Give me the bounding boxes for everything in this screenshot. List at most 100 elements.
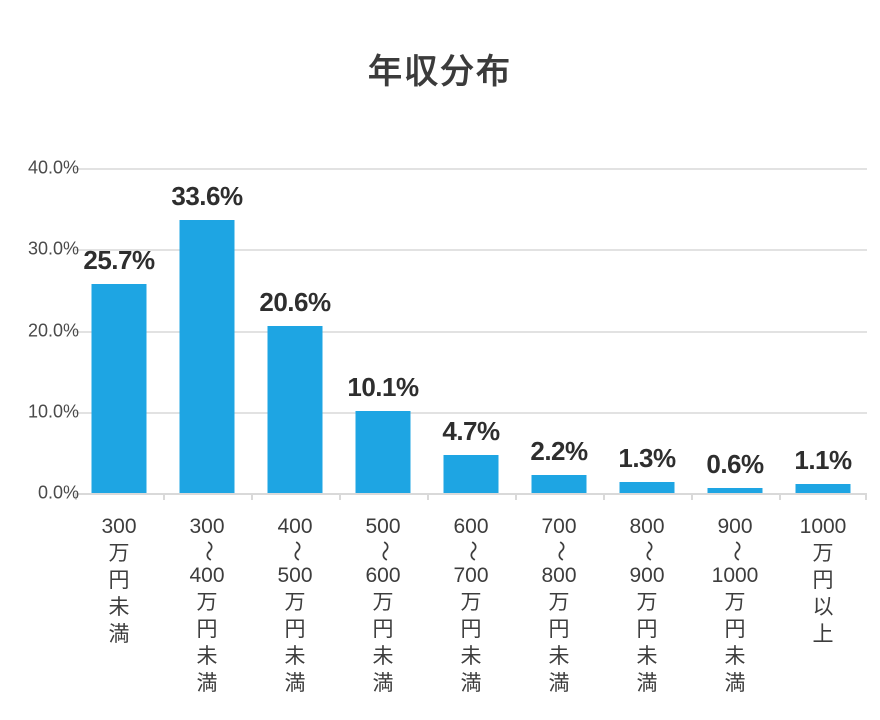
- tilde-separator: 〜: [284, 540, 307, 562]
- category-label-line: 円: [548, 618, 570, 641]
- x-axis-line: [75, 493, 867, 495]
- category-label-line: 円: [724, 618, 746, 641]
- bar-value-label: 33.6%: [171, 181, 243, 211]
- category-label-line: 未: [636, 645, 658, 668]
- x-axis-tick: [603, 493, 605, 500]
- category-label-line: 300: [189, 515, 225, 538]
- tilde-separator: 〜: [460, 540, 483, 562]
- category-label-line: 900: [629, 564, 665, 587]
- y-axis-tick-label: 0.0%: [37, 482, 79, 503]
- gridline: [75, 411, 867, 414]
- x-axis-tick: [779, 493, 781, 500]
- category-label-line: 上: [812, 623, 834, 646]
- x-axis-category-label: 1000 万円以上: [779, 513, 867, 648]
- tilde-separator: 〜: [372, 540, 395, 562]
- category-label-line: 円: [284, 618, 306, 641]
- category-label-line: 満: [108, 623, 130, 646]
- bar-800〜900万円未満: [619, 482, 675, 493]
- bar-300万円未満: [91, 284, 147, 493]
- category-label-line: 600: [453, 515, 489, 538]
- gridline: [75, 249, 867, 252]
- category-label-line: 800: [629, 515, 665, 538]
- category-label-line: 800: [541, 564, 577, 587]
- category-label-line: 600: [365, 564, 401, 587]
- category-label-line: 未: [284, 645, 306, 668]
- x-axis-tick: [691, 493, 693, 500]
- y-axis-tick-label: 20.0%: [27, 320, 79, 340]
- plot-area: 25.7% 33.6% 20.6% 10.1% 4.7% 2.2% 1.3% 0.6% 1.1%…: [75, 168, 867, 695]
- category-label-line: 未: [196, 645, 218, 668]
- bar-value-label: 2.2%: [530, 436, 588, 467]
- category-label-line: 以: [812, 596, 834, 619]
- category-label-line: 満: [460, 672, 482, 695]
- category-label-line: 未: [724, 645, 746, 668]
- category-label-line: 400: [277, 515, 313, 538]
- y-axis-tick-label: 10.0%: [27, 401, 79, 422]
- bar-500〜600万円未満: [355, 410, 411, 493]
- bar-1000万円以上: [795, 484, 851, 493]
- x-axis-category-label: 700 〜 800 万円未満: [515, 513, 603, 697]
- x-axis-tick: [427, 493, 429, 500]
- bar-slot: 25.7%: [75, 168, 163, 493]
- bar-value-label: 10.1%: [347, 371, 419, 402]
- category-label-line: 未: [372, 645, 394, 668]
- x-axis-category-label: 600 〜 700 万円未満: [427, 513, 515, 697]
- bar-slot: 4.7%: [427, 168, 515, 493]
- x-axis-category-label: 300 万円未満: [75, 513, 163, 648]
- x-axis-category-label: 500 〜 600 万円未満: [339, 513, 427, 697]
- category-label-line: 未: [548, 645, 570, 668]
- category-label-line: 未: [108, 596, 130, 619]
- bar-value-label: 4.7%: [442, 415, 500, 446]
- category-label-line: 1000: [799, 515, 847, 538]
- chart-title: 年収分布: [368, 53, 512, 91]
- category-label-line: 円: [372, 618, 394, 641]
- category-label-line: 万: [372, 591, 394, 614]
- category-label-line: 万: [460, 591, 482, 614]
- x-axis-tick: [75, 493, 77, 500]
- tilde-separator: 〜: [196, 540, 219, 562]
- category-label-line: 満: [284, 672, 306, 695]
- category-label-line: 満: [196, 672, 218, 695]
- y-axis-tick-label: 40.0%: [27, 157, 79, 178]
- bar-900〜1000万円未満: [707, 488, 763, 493]
- x-axis-category-label: 400 〜 500 万円未満: [251, 513, 339, 697]
- tilde-separator: 〜: [548, 540, 571, 562]
- category-label-line: 万: [284, 591, 306, 614]
- x-axis-tick: [251, 493, 253, 500]
- x-axis-tick: [515, 493, 517, 500]
- gridline: [75, 330, 867, 333]
- bar-value-label: 20.6%: [259, 286, 331, 317]
- x-axis-tick: [339, 493, 341, 500]
- bar-value-label: 1.1%: [794, 445, 852, 476]
- category-label-line: 円: [108, 569, 130, 592]
- category-label-line: 満: [636, 672, 658, 695]
- bar-slot: 0.6%: [691, 168, 779, 493]
- category-label-line: 万: [548, 591, 570, 614]
- bar-slot: 1.3%: [603, 168, 691, 493]
- bar-value-label: 0.6%: [706, 449, 764, 480]
- tilde-separator: 〜: [724, 540, 747, 562]
- x-axis-category-label: 300 〜 400 万円未満: [163, 513, 251, 697]
- category-label-line: 円: [812, 569, 834, 592]
- x-axis-category-label: 900 〜 1000 万円未満: [691, 513, 779, 697]
- category-label-line: 満: [548, 672, 570, 695]
- category-label-line: 万: [108, 542, 130, 565]
- category-label-line: 円: [196, 618, 218, 641]
- category-label-line: 500: [277, 564, 313, 587]
- bar-slot: 33.6%: [163, 168, 251, 493]
- bar-600〜700万円未満: [443, 454, 499, 493]
- bar-value-label: 25.7%: [83, 245, 155, 276]
- bar-300〜400万円未満: [179, 220, 235, 493]
- category-label-line: 万: [812, 542, 834, 565]
- category-label-line: 300: [101, 515, 137, 538]
- category-label-line: 未: [460, 645, 482, 668]
- category-label-line: 万: [636, 591, 658, 614]
- category-label-line: 円: [460, 618, 482, 641]
- bar-slot: 20.6%: [251, 168, 339, 493]
- x-axis-category-label: 800 〜 900 万円未満: [603, 513, 691, 697]
- category-label-line: 万: [724, 591, 746, 614]
- bar-value-label: 1.3%: [618, 443, 676, 474]
- category-label-line: 満: [372, 672, 394, 695]
- category-label-line: 700: [541, 515, 577, 538]
- category-label-line: 円: [636, 618, 658, 641]
